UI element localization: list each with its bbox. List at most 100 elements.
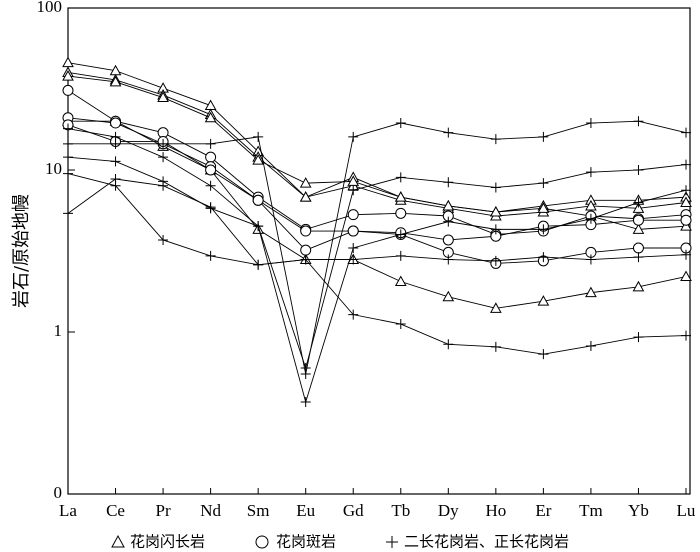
legend-label: 花岗斑岩 — [276, 533, 336, 551]
plus-marker — [443, 339, 454, 350]
plus-marker — [633, 116, 644, 127]
series-line — [67, 156, 687, 404]
series-line — [67, 178, 687, 266]
plus-marker — [395, 319, 406, 330]
circle-marker — [205, 164, 217, 176]
plus-marker — [538, 252, 549, 263]
circle-marker — [252, 194, 264, 206]
circle-marker — [347, 209, 359, 221]
plus-marker — [681, 127, 691, 138]
circle-marker — [680, 214, 692, 226]
triangle-marker — [632, 223, 645, 234]
plus-marker — [490, 224, 501, 235]
triangle-marker — [489, 302, 502, 313]
circle-marker — [347, 225, 359, 237]
plus-marker — [300, 362, 311, 373]
plus-marker — [63, 152, 73, 163]
plus-marker — [443, 177, 454, 188]
plus-marker — [490, 134, 501, 145]
x-tick-label: Gd — [343, 501, 364, 520]
triangle-marker — [109, 75, 122, 87]
triangle-marker — [299, 177, 312, 188]
plus-marker — [110, 156, 121, 167]
x-tick-label: Ho — [485, 501, 506, 520]
circle-marker — [395, 207, 407, 219]
triangle-marker — [157, 91, 169, 103]
triangle-marker — [680, 196, 692, 208]
y-tick-label: 1 — [54, 321, 63, 340]
plus-marker — [158, 152, 169, 163]
plus-marker — [205, 180, 216, 191]
legend-label: 二长花岗岩、正长花岗岩 — [404, 533, 569, 551]
triangle-marker — [299, 191, 312, 202]
triangle-marker — [62, 56, 74, 68]
plus-marker — [538, 349, 549, 360]
x-tick-label: Yb — [628, 501, 649, 520]
plus-marker — [538, 224, 549, 235]
circle-marker — [442, 234, 454, 246]
plus-marker — [158, 234, 169, 245]
triangle-marker — [632, 202, 645, 213]
series-line — [67, 128, 687, 370]
plus-marker — [633, 332, 644, 343]
plus-marker — [443, 254, 454, 265]
plus-marker — [348, 131, 359, 142]
plus-marker — [395, 118, 406, 129]
series-line — [68, 120, 687, 375]
x-tick-label: Nd — [200, 501, 221, 520]
triangle-marker — [62, 70, 74, 81]
triangle-marker — [632, 280, 645, 292]
y-tick-label: 10 — [45, 159, 62, 178]
x-tick-label: Er — [535, 501, 551, 520]
x-tick-label: La — [59, 501, 77, 520]
plus-marker — [300, 254, 311, 265]
triangle-marker — [394, 275, 407, 286]
plus-marker — [205, 138, 216, 149]
legend-circle — [255, 535, 269, 549]
plus-marker — [490, 341, 501, 352]
y-tick-label: 0 — [54, 483, 63, 502]
triangle-marker — [489, 206, 502, 217]
plus-marker — [681, 185, 691, 196]
plus-marker — [348, 309, 359, 320]
plus-marker — [538, 178, 549, 189]
plus-marker — [538, 131, 549, 142]
circle-marker — [632, 242, 644, 254]
plus-marker — [348, 185, 359, 196]
plus-marker — [63, 138, 73, 149]
plus-marker — [681, 249, 691, 260]
plus-marker — [585, 340, 596, 351]
legend-label: 花岗闪长岩 — [130, 533, 205, 551]
plus-marker — [253, 131, 264, 142]
plus-marker — [443, 127, 454, 138]
plus-marker — [395, 250, 406, 261]
plus-marker — [253, 259, 264, 270]
triangle-marker — [585, 199, 597, 211]
plus-marker — [395, 229, 406, 240]
circle-marker — [632, 214, 644, 226]
circle-marker — [110, 117, 122, 129]
triangle-marker — [537, 202, 550, 213]
plus-marker — [633, 252, 644, 263]
plus-marker — [585, 213, 596, 224]
plus-marker — [585, 254, 596, 265]
plus-marker — [300, 396, 311, 407]
triangle-marker — [204, 99, 217, 111]
plus-marker — [681, 330, 691, 341]
plus-marker — [585, 167, 596, 178]
series-line — [67, 124, 686, 241]
circle-marker — [300, 225, 312, 237]
plus-marker — [110, 173, 121, 184]
x-tick-label: Sm — [247, 501, 270, 520]
series-line — [68, 120, 687, 309]
plus-marker — [158, 138, 169, 149]
triangle-marker — [442, 290, 455, 302]
circle-marker — [62, 84, 74, 96]
plus-marker — [63, 208, 73, 219]
circle-marker — [205, 151, 217, 163]
plus-marker — [633, 197, 644, 208]
triangle-marker — [252, 154, 265, 165]
plus-marker — [110, 131, 121, 142]
y-axis-label: 岩石/原始地幔 — [11, 194, 32, 308]
series-line — [67, 75, 687, 230]
